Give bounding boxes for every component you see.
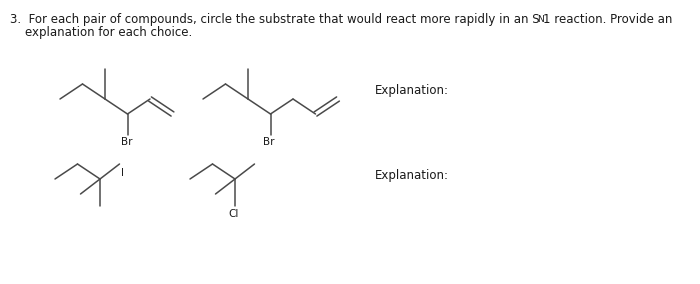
Text: I: I	[122, 168, 125, 178]
Text: N: N	[537, 16, 544, 24]
Text: 3.  For each pair of compounds, circle the substrate that would react more rapid: 3. For each pair of compounds, circle th…	[10, 13, 540, 26]
Text: Br: Br	[120, 137, 132, 147]
Text: Explanation:: Explanation:	[375, 84, 449, 97]
Text: Cl: Cl	[228, 209, 239, 219]
Text: explanation for each choice.: explanation for each choice.	[10, 26, 193, 39]
Text: Explanation:: Explanation:	[375, 169, 449, 182]
Text: Br: Br	[263, 137, 275, 147]
Text: 1 reaction. Provide an: 1 reaction. Provide an	[543, 13, 673, 26]
